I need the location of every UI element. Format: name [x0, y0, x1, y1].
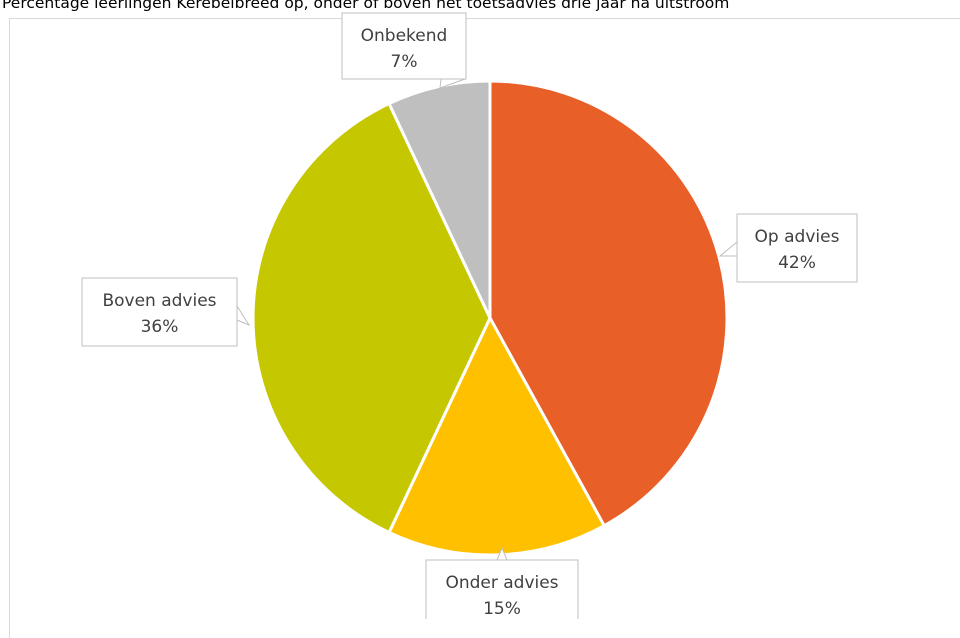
data-label-pointer [496, 546, 508, 561]
pie-slice-boven-advies [251, 102, 492, 534]
chart-title: Percentage leerlingen Kerebelbreed op, o… [2, 0, 730, 12]
pie-chart: Op advies 42% Onder advies 15% Boven advies 3… [81, 12, 858, 619]
data-label-category: Onder advies [445, 573, 558, 593]
data-label-value: 42% [778, 253, 816, 273]
data-label-value: 15% [483, 599, 521, 619]
data-label-box [425, 559, 579, 619]
data-label-category: Op advies [755, 227, 840, 247]
data-label-category: Boven advies [102, 291, 216, 311]
data-label-pointer [718, 240, 738, 257]
data-label-callouts: Op advies 42% Onder advies 15% Boven advies 3… [81, 12, 858, 619]
data-label-box [341, 12, 467, 80]
data-label-onder-advies: Onder advies 15% [425, 546, 579, 619]
data-label-value: 7% [391, 52, 418, 72]
pie-slices [251, 79, 729, 557]
data-label-box [736, 213, 858, 283]
pie-slice-onbekend [387, 79, 492, 320]
data-label-boven-advies: Boven advies 36% [81, 277, 251, 347]
data-label-category: Onbekend [361, 26, 448, 46]
pie-slice-op-advies [488, 79, 729, 528]
data-label-op-advies: Op advies 42% [718, 213, 858, 283]
data-label-onbekend: Onbekend 7% [341, 12, 467, 89]
data-label-value: 36% [141, 317, 179, 337]
pie-slice-onder-advies [387, 316, 606, 557]
data-label-box [81, 277, 238, 347]
data-label-pointer [439, 78, 466, 89]
chart-area [9, 18, 960, 638]
data-label-pointer [236, 304, 251, 327]
